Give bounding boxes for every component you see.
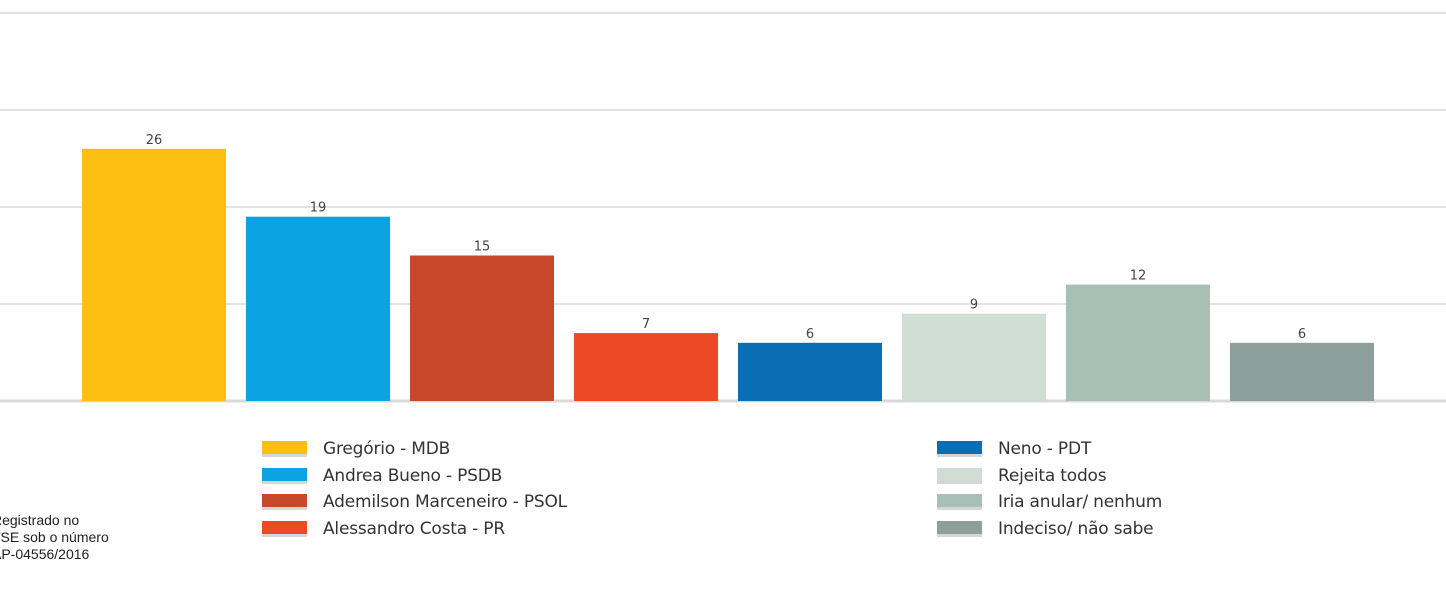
legend-label: Andrea Bueno - PSDB [323, 465, 503, 486]
bar [574, 333, 718, 401]
registration-note: Registrado no TSE sob o número AP-04556/… [0, 512, 109, 563]
legend-swatch [262, 520, 307, 537]
legend-label: Gregório - MDB [323, 439, 451, 460]
legend-label: Alessandro Costa - PR [323, 518, 505, 539]
bar [738, 342, 882, 401]
bar-value-label: 6 [1298, 327, 1306, 342]
legend-label: Ademilson Marceneiro - PSOL [323, 492, 567, 513]
legend-swatch [262, 494, 307, 511]
legend-label: Rejeita todos [998, 465, 1107, 486]
legend-swatch [937, 467, 982, 484]
bar-value-label: 6 [806, 327, 814, 342]
legend-item-anular: Iria anular/ nenhum [937, 489, 1162, 516]
legend-swatch [937, 494, 982, 511]
legend-label: Indeciso/ não sabe [998, 518, 1154, 539]
bar [902, 313, 1046, 401]
bar-value-label: 19 [310, 201, 327, 216]
bar-value-label: 15 [474, 240, 491, 255]
bar-value-label: 12 [1130, 269, 1147, 284]
legend-label: Iria anular/ nenhum [998, 492, 1163, 513]
legend-item-neno: Neno - PDT [937, 436, 1162, 463]
legend-label: Neno - PDT [998, 439, 1092, 460]
legend-item-indeciso: Indeciso/ não sabe [937, 516, 1162, 543]
bar [410, 255, 554, 401]
legend-swatch [262, 441, 307, 458]
legend-item-alessandro: Alessandro Costa - PR [262, 516, 567, 543]
legend-left: Gregório - MDB Andrea Bueno - PSDB Ademi… [262, 436, 567, 542]
bar-value-label: 7 [642, 317, 650, 332]
legend-item-rejeita: Rejeita todos [937, 463, 1162, 490]
bar [1066, 284, 1210, 401]
legend-right: Neno - PDT Rejeita todos Iria anular/ ne… [937, 436, 1162, 542]
bar-value-label: 9 [970, 298, 978, 313]
legend-swatch [262, 467, 307, 484]
legend-item-ademilson: Ademilson Marceneiro - PSOL [262, 489, 567, 516]
note-line: Registrado no [0, 512, 80, 528]
legend-swatch [937, 520, 982, 537]
bar-chart: 26 19 15 7 6 9 12 6 [0, 12, 1446, 403]
legend-item-gregorio: Gregório - MDB [262, 436, 567, 463]
bar [1230, 342, 1374, 401]
note-line: AP-04556/2016 [0, 546, 90, 562]
bars [82, 148, 1374, 401]
value-labels: 26 19 15 7 6 9 12 6 [146, 133, 1306, 342]
note-line: TSE sob o número [0, 529, 109, 545]
legend-swatch [937, 441, 982, 458]
bar-value-label: 26 [146, 133, 163, 148]
bar [82, 148, 226, 401]
bar [246, 216, 390, 401]
legend-item-andrea-bueno: Andrea Bueno - PSDB [262, 463, 567, 490]
